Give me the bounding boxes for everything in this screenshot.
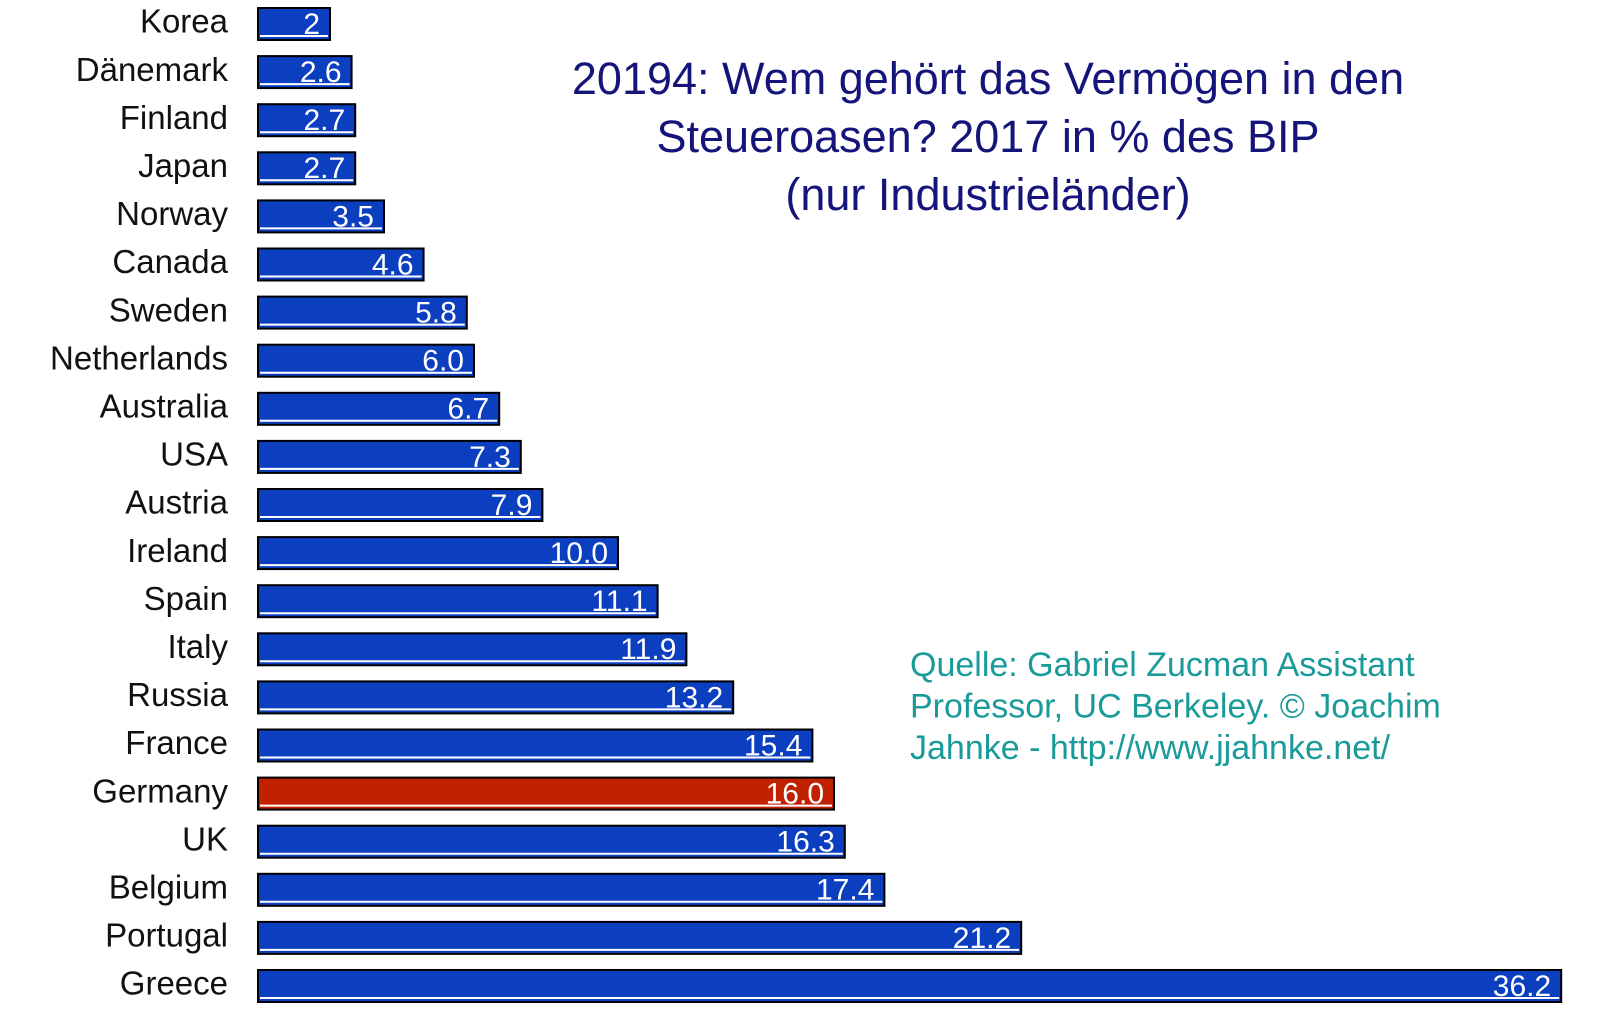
bar bbox=[257, 7, 331, 41]
bar bbox=[257, 151, 357, 186]
bar bbox=[257, 343, 475, 378]
bar bbox=[257, 872, 886, 907]
category-label: Australia bbox=[100, 388, 229, 425]
value-label: 16.3 bbox=[776, 826, 834, 859]
bar bbox=[257, 584, 659, 619]
category-label: Italy bbox=[167, 628, 228, 665]
bar bbox=[257, 728, 814, 763]
category-label: Korea bbox=[140, 3, 229, 40]
category-label: Netherlands bbox=[50, 339, 228, 376]
bar bbox=[257, 632, 688, 667]
value-label: 2 bbox=[303, 8, 320, 41]
category-label: Portugal bbox=[105, 917, 228, 954]
source-note: Jahnke - http://www.jjahnke.net/ bbox=[910, 729, 1391, 767]
category-label: Russia bbox=[127, 676, 229, 713]
category-label: Canada bbox=[112, 243, 228, 280]
value-label: 36.2 bbox=[1493, 970, 1551, 1003]
category-label: UK bbox=[182, 820, 228, 857]
value-label: 4.6 bbox=[372, 248, 414, 281]
bar bbox=[257, 536, 619, 571]
bar bbox=[257, 488, 544, 522]
value-label: 15.4 bbox=[744, 729, 802, 762]
bar bbox=[257, 55, 353, 90]
value-label: 11.1 bbox=[591, 585, 647, 618]
category-label: Austria bbox=[125, 484, 228, 521]
bar bbox=[257, 103, 357, 138]
category-label: Sweden bbox=[109, 291, 228, 328]
category-label: Ireland bbox=[127, 532, 228, 569]
category-label: USA bbox=[160, 436, 228, 473]
source-note: Quelle: Gabriel Zucman Assistant bbox=[910, 646, 1415, 684]
value-label: 5.8 bbox=[415, 297, 457, 330]
bar bbox=[257, 776, 835, 811]
value-label: 2.7 bbox=[303, 152, 345, 185]
value-label: 6.0 bbox=[422, 345, 464, 378]
category-label: France bbox=[125, 724, 228, 761]
bar bbox=[257, 680, 735, 715]
category-label: Finland bbox=[120, 99, 228, 136]
value-label: 16.0 bbox=[766, 778, 824, 811]
value-label: 11.9 bbox=[620, 633, 676, 666]
bar bbox=[257, 824, 846, 859]
chart-title: (nur Industrieländer) bbox=[785, 169, 1190, 220]
value-label: 10.0 bbox=[550, 537, 608, 570]
value-label: 3.5 bbox=[332, 200, 374, 233]
value-label: 2.6 bbox=[300, 56, 342, 89]
value-label: 21.2 bbox=[953, 922, 1011, 955]
chart-title: Steueroasen? 2017 in % des BIP bbox=[657, 111, 1320, 162]
category-label: Germany bbox=[92, 772, 228, 809]
category-label: Greece bbox=[120, 965, 228, 1002]
value-label: 17.4 bbox=[816, 874, 874, 907]
value-label: 7.9 bbox=[491, 489, 533, 522]
category-label: Spain bbox=[144, 580, 228, 617]
chart-title: 20194: Wem gehört das Vermögen in den bbox=[572, 53, 1404, 104]
bar bbox=[257, 969, 1563, 1003]
bar bbox=[257, 920, 1023, 955]
value-label: 7.3 bbox=[469, 441, 511, 474]
category-label: Norway bbox=[116, 195, 228, 232]
bar bbox=[257, 295, 468, 330]
source-note: Professor, UC Berkeley. © Joachim bbox=[910, 687, 1441, 725]
category-label: Dänemark bbox=[76, 51, 229, 88]
bar bbox=[257, 391, 501, 426]
category-label: Belgium bbox=[109, 869, 228, 906]
bar bbox=[257, 199, 385, 234]
value-label: 2.7 bbox=[303, 104, 345, 137]
bar bbox=[257, 247, 425, 282]
value-label: 6.7 bbox=[447, 393, 489, 426]
value-label: 13.2 bbox=[665, 681, 723, 714]
bar bbox=[257, 439, 522, 474]
category-label: Japan bbox=[138, 147, 228, 184]
